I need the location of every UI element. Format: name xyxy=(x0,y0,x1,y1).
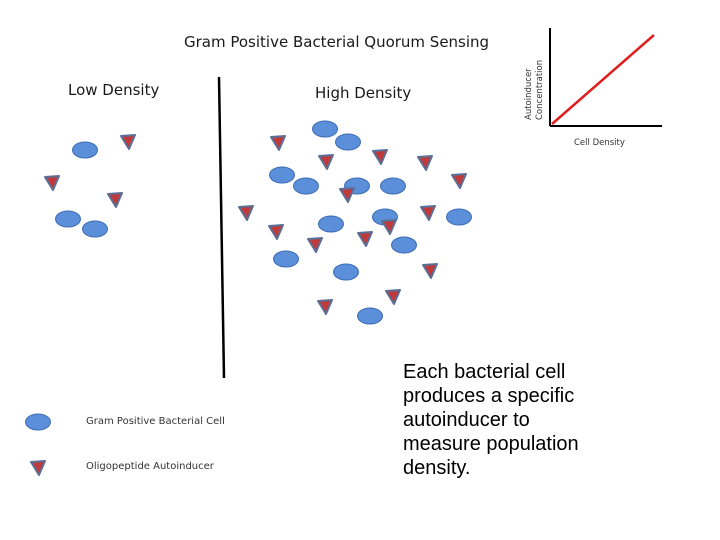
high-density-autoinducer-icon xyxy=(307,237,323,253)
low-density-autoinducer-icon xyxy=(44,175,60,191)
high-density-autoinducer-icon xyxy=(270,135,286,151)
diagram-title: Gram Positive Bacterial Quorum Sensing xyxy=(184,33,490,51)
high-density-autoinducer-icon xyxy=(385,289,401,305)
low-density-cell-icon xyxy=(82,220,108,238)
high-density-cell-icon xyxy=(273,250,299,268)
high-density-cell-icon xyxy=(372,208,398,226)
low-density-autoinducer-icon xyxy=(120,134,136,150)
high-density-autoinducer-icon xyxy=(318,154,334,170)
inset-x-label: Cell Density xyxy=(574,138,625,148)
high-density-label: High Density xyxy=(315,84,412,102)
high-density-cell-icon xyxy=(269,166,295,184)
high-density-cell-icon xyxy=(293,177,319,195)
high-density-autoinducer-icon xyxy=(422,263,438,279)
low-density-autoinducer-icon xyxy=(107,192,123,208)
low-density-label: Low Density xyxy=(68,81,160,99)
high-density-cell-icon xyxy=(312,120,338,138)
high-density-cell-icon xyxy=(318,215,344,233)
inset-y-label: Autoinducer Concentration xyxy=(524,60,545,120)
high-density-autoinducer-icon xyxy=(339,187,355,203)
high-density-autoinducer-icon xyxy=(268,224,284,240)
high-density-autoinducer-icon xyxy=(357,231,373,247)
caption-text: Each bacterial cell produces a specific … xyxy=(403,361,579,479)
high-density-cell-icon xyxy=(391,236,417,254)
high-density-autoinducer-icon xyxy=(372,149,388,165)
high-density-autoinducer-icon xyxy=(417,155,433,171)
low-density-cell-icon xyxy=(72,141,98,159)
high-density-cell-icon xyxy=(380,177,406,195)
high-density-autoinducer-icon xyxy=(238,205,254,221)
high-density-cell-icon xyxy=(357,307,383,325)
high-density-cell-icon xyxy=(344,177,370,195)
legend-autoinducer-icon xyxy=(30,460,46,476)
legend-autoinducer-label: Oligopeptide Autoinducer xyxy=(86,461,214,472)
legend-cell-icon xyxy=(25,413,51,431)
high-density-autoinducer-icon xyxy=(381,219,397,235)
inset-graph: Autoinducer Concentration Cell Density xyxy=(524,28,662,148)
high-density-autoinducer-icon xyxy=(317,299,333,315)
inset-trend-line xyxy=(551,34,655,125)
low-density-cell-icon xyxy=(55,210,81,228)
high-density-cell-icon xyxy=(335,133,361,151)
high-density-cell-icon xyxy=(446,208,472,226)
high-density-autoinducer-icon xyxy=(451,173,467,189)
high-density-autoinducer-icon xyxy=(420,205,436,221)
high-density-cell-icon xyxy=(333,263,359,281)
legend-cell-label: Gram Positive Bacterial Cell xyxy=(86,416,225,427)
